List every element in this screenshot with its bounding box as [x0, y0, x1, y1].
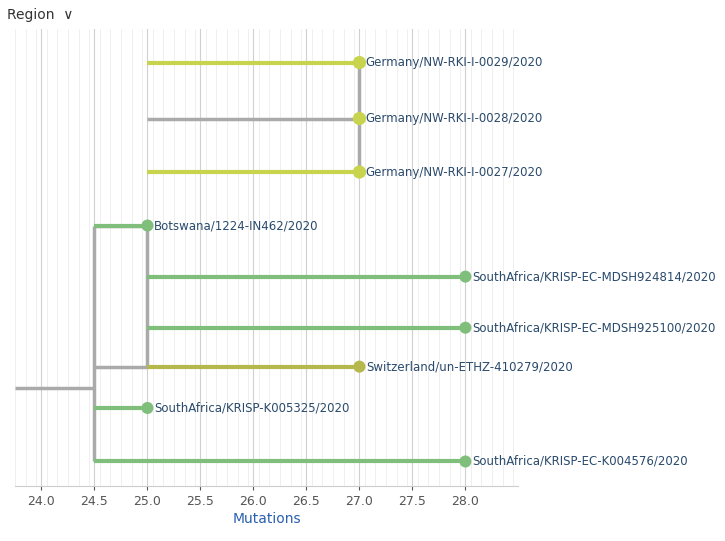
- Text: Botswana/1224-IN462/2020: Botswana/1224-IN462/2020: [154, 219, 318, 232]
- Text: SouthAfrica/KRISP-K005325/2020: SouthAfrica/KRISP-K005325/2020: [154, 401, 349, 414]
- Point: [460, 272, 471, 281]
- Text: SouthAfrica/KRISP-EC-K004576/2020: SouthAfrica/KRISP-EC-K004576/2020: [472, 455, 687, 468]
- Point: [460, 324, 471, 332]
- X-axis label: Mutations: Mutations: [233, 512, 301, 526]
- Point: [354, 58, 365, 67]
- Point: [354, 362, 365, 371]
- Point: [460, 457, 471, 466]
- Text: Switzerland/un-ETHZ-410279/2020: Switzerland/un-ETHZ-410279/2020: [366, 360, 573, 373]
- Text: Germany/NW-RKI-I-0029/2020: Germany/NW-RKI-I-0029/2020: [366, 56, 543, 69]
- Text: Germany/NW-RKI-I-0028/2020: Germany/NW-RKI-I-0028/2020: [366, 112, 543, 125]
- Point: [354, 114, 365, 123]
- Point: [141, 221, 153, 230]
- Text: Germany/NW-RKI-I-0027/2020: Germany/NW-RKI-I-0027/2020: [366, 166, 543, 179]
- Point: [141, 404, 153, 412]
- Point: [354, 168, 365, 176]
- Text: Region  ∨: Region ∨: [7, 8, 74, 22]
- Text: SouthAfrica/KRISP-EC-MDSH925100/2020: SouthAfrica/KRISP-EC-MDSH925100/2020: [472, 321, 715, 334]
- Text: SouthAfrica/KRISP-EC-MDSH924814/2020: SouthAfrica/KRISP-EC-MDSH924814/2020: [472, 270, 716, 283]
